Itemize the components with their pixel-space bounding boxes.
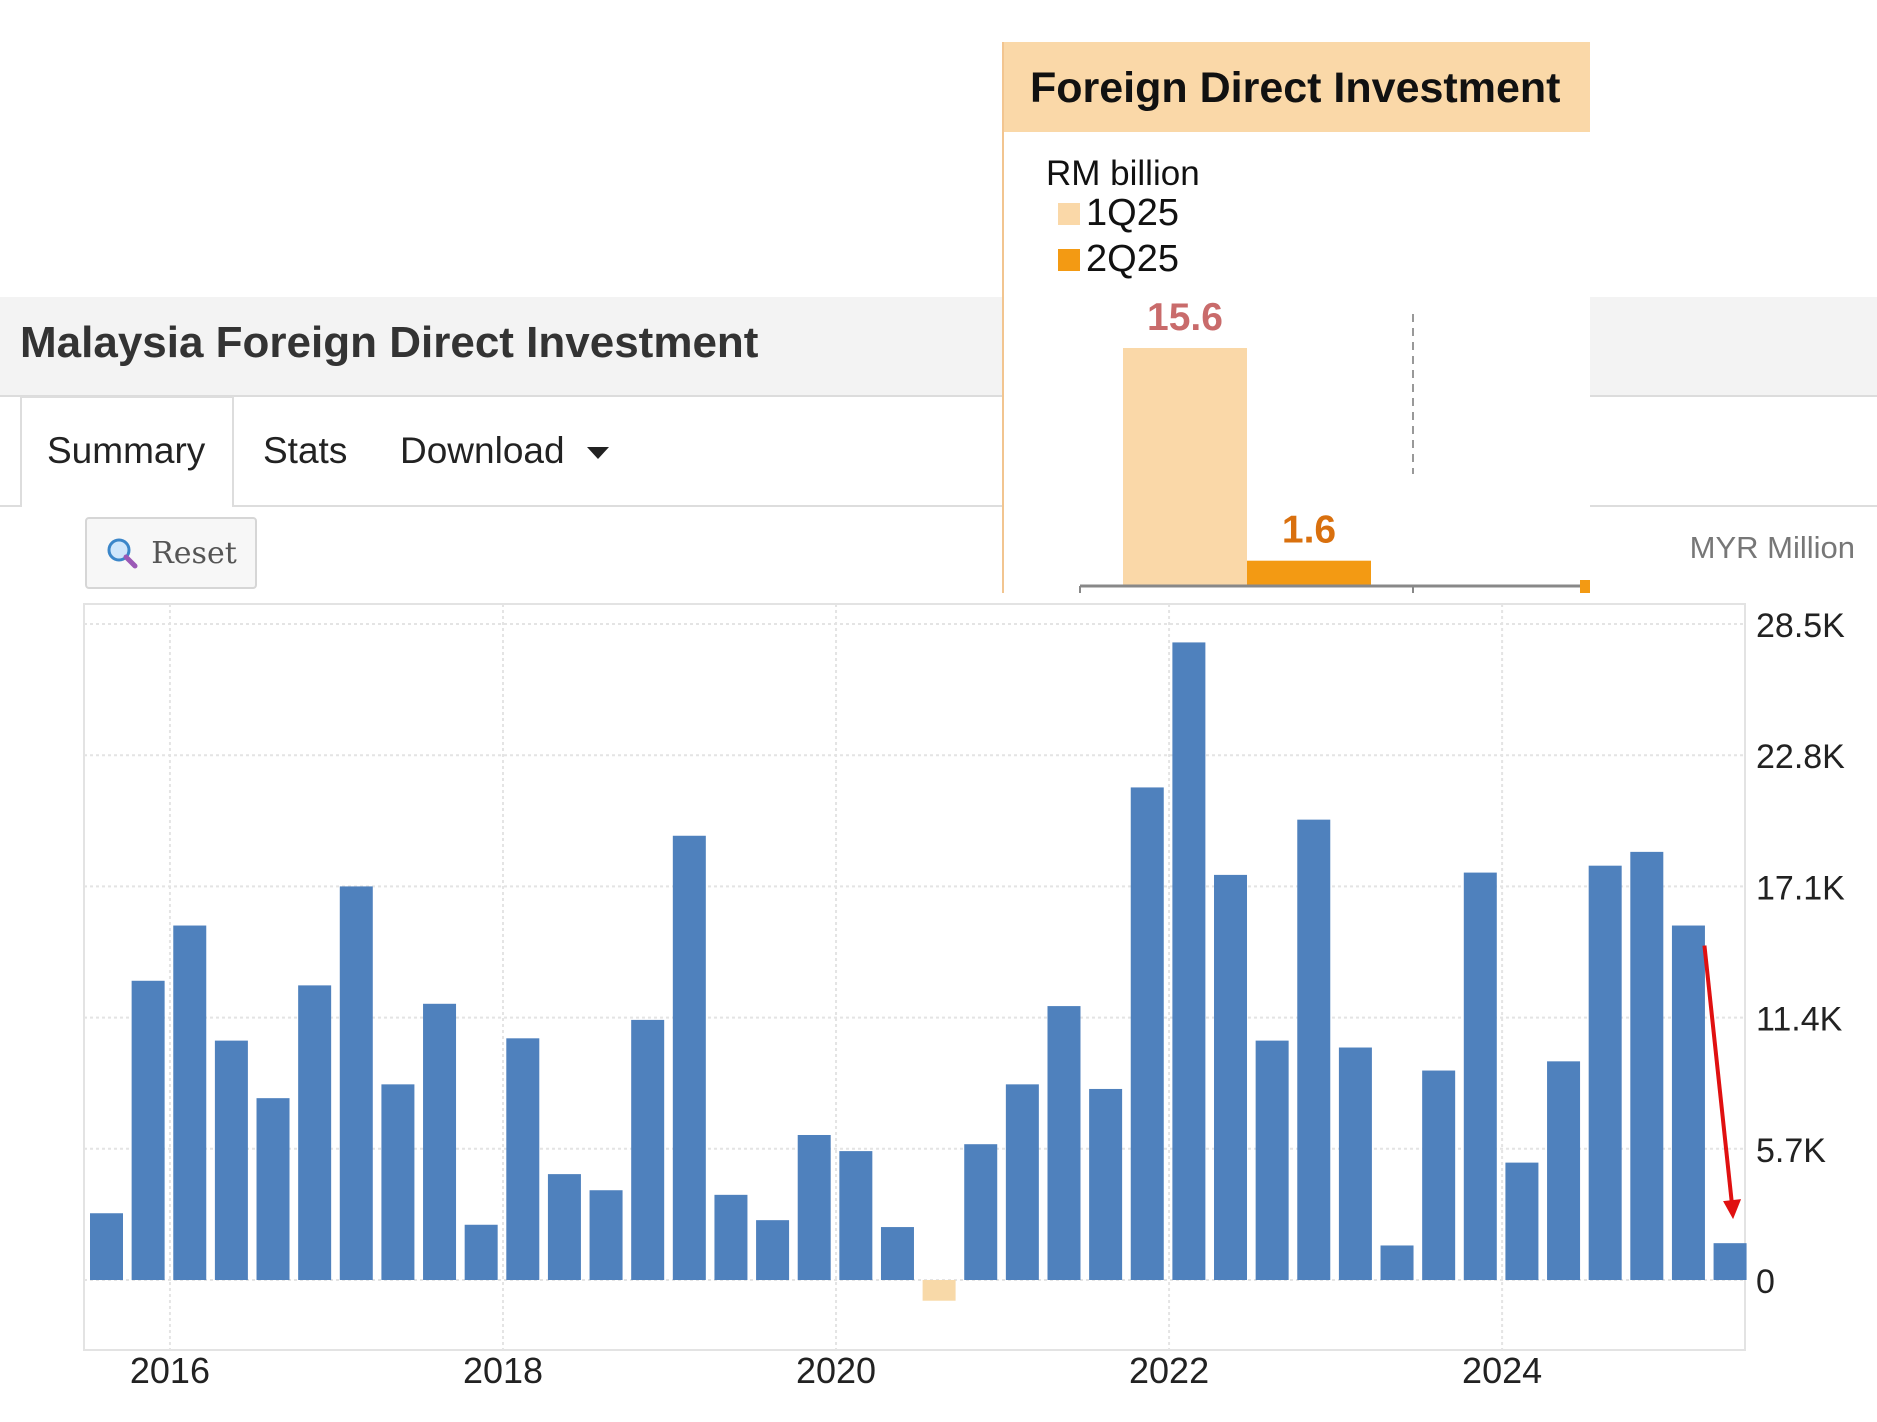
inset-header bbox=[1004, 42, 1590, 132]
inset-unit-label: RM billion bbox=[1046, 154, 1200, 193]
inset-bar-chart: 15.6 1.6 bbox=[1079, 296, 1590, 593]
y-tick-label: 28.5K bbox=[1756, 607, 1845, 645]
data-bar bbox=[506, 1038, 540, 1280]
data-bar bbox=[90, 1213, 123, 1280]
chevron-down-icon bbox=[586, 447, 609, 460]
legend-swatch-1q25 bbox=[1058, 202, 1080, 225]
legend-label-2q25: 2Q25 bbox=[1086, 238, 1179, 280]
trend-arrow-line bbox=[1702, 945, 1735, 1206]
data-bar bbox=[631, 1019, 665, 1280]
data-bar bbox=[256, 1098, 290, 1280]
data-bar bbox=[839, 1151, 873, 1280]
inset-title: Foreign Direct Investment bbox=[1030, 64, 1561, 112]
data-bar bbox=[1463, 872, 1497, 1280]
tab-bar bbox=[0, 397, 1877, 507]
data-bar bbox=[1630, 851, 1664, 1280]
data-bar bbox=[1713, 1243, 1747, 1280]
inset-edge-bar bbox=[1580, 580, 1590, 593]
data-bar bbox=[1255, 1040, 1289, 1280]
data-bar bbox=[1671, 925, 1705, 1280]
legend-label-1q25: 1Q25 bbox=[1086, 192, 1179, 234]
reset-label: Reset bbox=[151, 535, 237, 571]
data-bar bbox=[1380, 1245, 1414, 1280]
y-tick-label: 5.7K bbox=[1756, 1132, 1826, 1170]
inset-bar bbox=[1247, 560, 1371, 585]
inset-bar bbox=[1123, 348, 1247, 585]
data-bar bbox=[714, 1194, 748, 1280]
data-bar bbox=[589, 1190, 623, 1280]
data-bar bbox=[423, 1003, 457, 1280]
data-bar bbox=[298, 985, 332, 1280]
inset-panel: Foreign Direct Investment RM billion 1Q2… bbox=[1002, 42, 1590, 593]
y-tick-label: 0 bbox=[1756, 1263, 1775, 1301]
data-bar bbox=[1547, 1061, 1581, 1280]
data-bar bbox=[173, 925, 207, 1280]
data-bar bbox=[131, 980, 165, 1280]
y-tick-label: 22.8K bbox=[1756, 738, 1845, 776]
data-bar bbox=[1047, 1006, 1081, 1280]
plot-frame bbox=[83, 603, 1746, 1351]
x-tick-label: 2016 bbox=[130, 1350, 210, 1391]
data-bar bbox=[797, 1134, 831, 1280]
x-tick-label: 2018 bbox=[463, 1350, 543, 1391]
data-bar bbox=[1214, 874, 1248, 1280]
reset-button[interactable]: Reset bbox=[85, 517, 257, 589]
data-bar bbox=[381, 1084, 415, 1280]
data-bar bbox=[880, 1227, 914, 1280]
data-bar bbox=[1089, 1088, 1123, 1280]
tab-download-label: Download bbox=[400, 430, 565, 471]
tab-summary-frame bbox=[20, 396, 234, 507]
x-tick-label: 2022 bbox=[1129, 1350, 1209, 1391]
unit-label: MYR Million bbox=[1689, 530, 1855, 565]
legend-swatch-2q25 bbox=[1058, 248, 1080, 271]
data-bar bbox=[214, 1040, 248, 1280]
data-bar bbox=[756, 1220, 790, 1280]
data-bar bbox=[1172, 642, 1206, 1280]
data-bar bbox=[1505, 1162, 1539, 1280]
inset-data-label: 1.6 bbox=[1282, 509, 1336, 552]
data-bar bbox=[672, 835, 706, 1280]
page-title: Malaysia Foreign Direct Investment bbox=[20, 318, 759, 367]
fdi-bar-chart: 0 5.7K 11.4K 17.1K 22.8K 28.5K 2016 2018 2020 202… bbox=[83, 603, 1845, 1391]
data-bar bbox=[547, 1174, 581, 1280]
inset-data-label: 15.6 bbox=[1147, 296, 1223, 339]
data-bar bbox=[922, 1280, 956, 1301]
magnifier-icon bbox=[107, 538, 138, 569]
tab-download[interactable]: Download bbox=[400, 430, 609, 472]
data-bar bbox=[1005, 1084, 1039, 1280]
tab-stats[interactable]: Stats bbox=[263, 430, 348, 471]
data-bar bbox=[1588, 865, 1622, 1280]
data-bar bbox=[339, 886, 373, 1280]
x-tick-label: 2024 bbox=[1462, 1350, 1542, 1391]
data-bar bbox=[1297, 819, 1331, 1280]
y-tick-label: 11.4K bbox=[1756, 1001, 1843, 1039]
y-tick-label: 17.1K bbox=[1756, 869, 1845, 907]
trend-arrow-head bbox=[1723, 1199, 1742, 1220]
data-bar bbox=[1422, 1070, 1456, 1280]
legend-item-2q25: 2Q25 bbox=[1058, 238, 1179, 281]
data-bar bbox=[1130, 787, 1164, 1280]
data-bar bbox=[1338, 1047, 1372, 1280]
tab-summary[interactable]: Summary bbox=[47, 430, 206, 471]
data-bar bbox=[464, 1224, 498, 1280]
data-bar bbox=[964, 1144, 998, 1280]
legend-item-1q25: 1Q25 bbox=[1058, 192, 1179, 235]
x-tick-label: 2020 bbox=[796, 1350, 876, 1391]
